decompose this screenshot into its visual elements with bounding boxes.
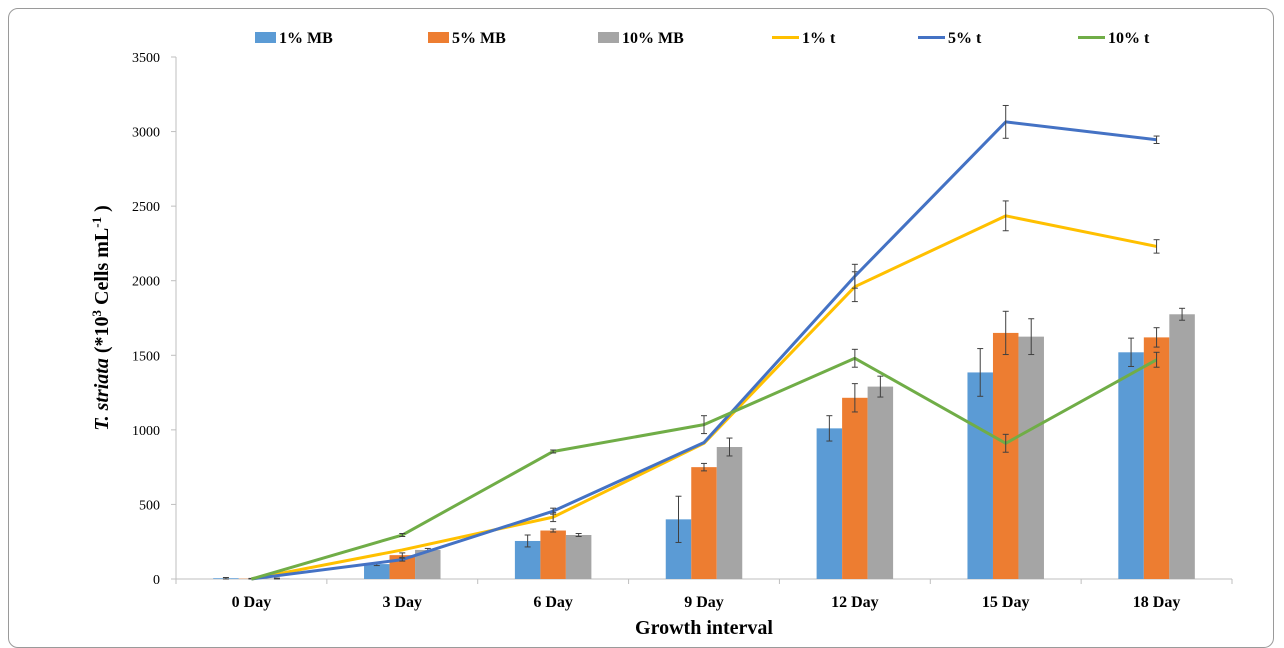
legend-label: 1% MB xyxy=(279,30,333,47)
bar-error-bar xyxy=(274,578,280,579)
y-tick-label: 2500 xyxy=(132,200,160,215)
bar xyxy=(842,398,868,579)
legend-item: 5% MB xyxy=(428,30,506,47)
y-tick-label: 2000 xyxy=(132,275,160,290)
bar xyxy=(993,333,1019,579)
bar xyxy=(540,531,566,579)
bar-error-bar xyxy=(576,534,582,537)
y-tick-label: 3500 xyxy=(132,51,160,66)
x-axis: 0 Day 3 Day 6 Day 9 Day 12 Day 15 Day 18 Day xyxy=(176,579,1232,611)
bar xyxy=(817,428,843,579)
x-tick-label: 3 Day xyxy=(383,594,423,611)
y-axis-title-middle: Cells mL xyxy=(91,228,113,310)
legend-swatch xyxy=(255,32,276,43)
legend-swatch xyxy=(428,32,449,43)
bar xyxy=(364,564,390,579)
bar xyxy=(566,535,592,579)
bar xyxy=(1144,337,1170,579)
y-tick-label: 1500 xyxy=(132,349,160,364)
x-tick-label: 0 Day xyxy=(232,594,272,611)
legend-label: 5% MB xyxy=(452,30,506,47)
bar xyxy=(1018,337,1044,579)
legend-item: 1% t xyxy=(772,30,836,47)
bar xyxy=(717,447,743,579)
x-tick-label: 12 Day xyxy=(831,594,879,611)
y-axis-title-italic: T. striata xyxy=(91,358,113,431)
bar xyxy=(868,387,894,579)
bar xyxy=(1169,314,1195,579)
legend: 1% MB 5% MB 10% MB 1% t 5% t 10% t xyxy=(255,30,1150,47)
x-tick-label: 15 Day xyxy=(982,594,1030,611)
y-tick-label: 0 xyxy=(153,573,160,588)
x-axis-title: Growth interval xyxy=(635,617,773,638)
bar-series xyxy=(264,308,1195,579)
legend-item: 10% t xyxy=(1078,30,1150,47)
y-tick-label: 500 xyxy=(139,498,160,513)
y-tick-label: 3000 xyxy=(132,126,160,141)
y-axis-title-suffix: ) xyxy=(91,205,113,217)
bar xyxy=(691,467,717,579)
y-axis-title-sup2: -1 xyxy=(89,217,104,228)
legend-label: 10% MB xyxy=(622,30,684,47)
y-tick-label: 1000 xyxy=(132,424,160,439)
y-axis-title: T. striata (*103 Cells mL-1 ) xyxy=(89,205,114,431)
legend-item: 1% MB xyxy=(255,30,333,47)
legend-item: 5% t xyxy=(918,30,982,47)
x-tick-label: 18 Day xyxy=(1133,594,1181,611)
legend-swatch xyxy=(598,32,619,43)
bar xyxy=(967,372,993,579)
legend-label: 5% t xyxy=(948,30,982,47)
y-axis-title-prefix: (*10 xyxy=(91,316,113,358)
x-tick-label: 9 Day xyxy=(684,594,724,611)
x-tick-label: 6 Day xyxy=(533,594,573,611)
legend-item: 10% MB xyxy=(598,30,684,47)
legend-label: 1% t xyxy=(802,30,836,47)
legend-label: 10% t xyxy=(1108,30,1150,47)
y-axis: 0 500 1000 1500 2000 2500 3000 3500 xyxy=(132,51,176,588)
bar xyxy=(1118,352,1144,579)
